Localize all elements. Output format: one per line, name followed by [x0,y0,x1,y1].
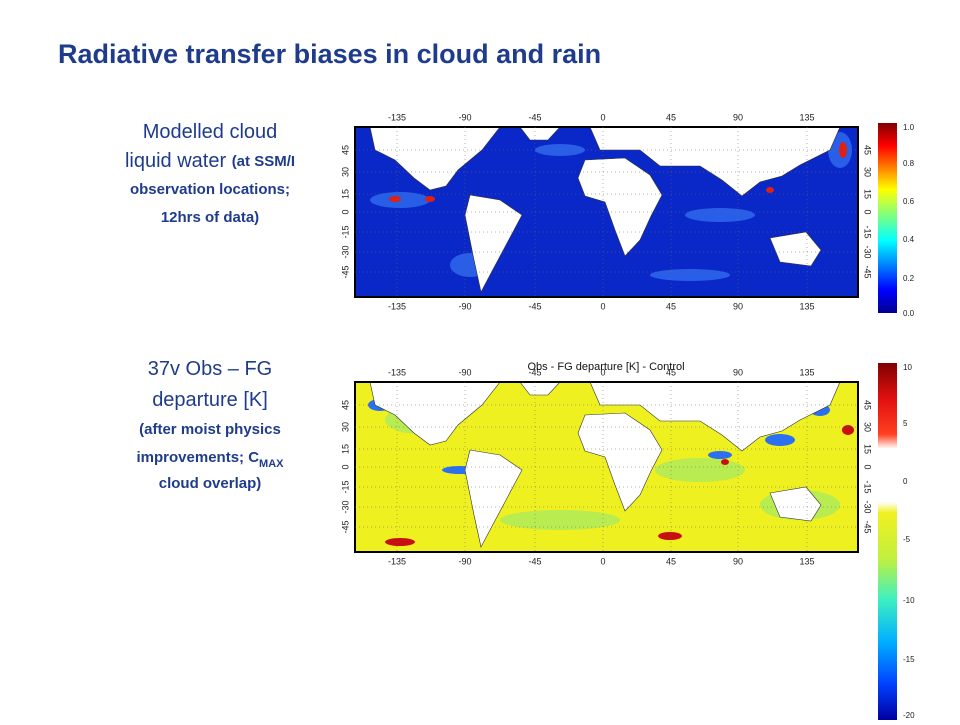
lon-tick-label: 90 [733,556,743,566]
lon-tick-label: 135 [799,301,814,311]
lat-tick-label: -30 [340,245,350,258]
caption-text: MAX [259,458,284,470]
lat-tick-label: 15 [340,444,350,454]
lon-tick-label: -90 [458,301,471,311]
colorbar-label: 1.0 [903,123,915,132]
lat-tick-label: 45 [863,145,873,155]
caption-line: improvements; CMAX [137,449,285,470]
lat-tick-label: 45 [340,400,350,410]
colorbar-label: 0.0 [903,309,915,318]
caption-line: cloud overlap) [159,475,262,492]
caption-text: observation locations; [130,181,290,198]
caption-text: Modelled cloud [143,121,278,143]
lon-tick-label: 45 [666,367,676,377]
caption-line: liquid water (at SSM/I [125,150,295,172]
lat-tick-label: -30 [340,500,350,513]
lon-tick-label: 135 [799,112,814,122]
lat-tick-label: 0 [863,209,873,214]
lon-tick-label: -90 [458,112,471,122]
lat-tick-label: 0 [863,464,873,469]
caption-line: 12hrs of data) [161,209,259,226]
caption-text: improvements; C [137,449,260,466]
lat-tick-label: -30 [863,245,873,258]
lat-tick-label: -45 [340,265,350,278]
lat-tick-label: -15 [340,225,350,238]
lat-tick-label: 30 [863,422,873,432]
caption-text: departure [K] [152,389,268,411]
lat-tick-label: -30 [863,500,873,513]
caption-line: 37v Obs – FG [148,358,273,380]
colorbar-label: -15 [903,655,915,664]
lon-tick-label: -45 [528,556,541,566]
lat-tick-label: 45 [340,145,350,155]
lon-tick-label: 90 [733,112,743,122]
lon-tick-label: 135 [799,367,814,377]
lat-tick-label: -15 [863,225,873,238]
colorbar [878,123,897,313]
lat-tick-label: 15 [863,444,873,454]
lon-tick-label: 0 [600,301,605,311]
colorbar-label: 0.4 [903,235,915,244]
colorbar-label: 0 [903,477,908,486]
caption-text: (after moist physics [139,421,281,438]
lat-tick-label: 15 [340,189,350,199]
lat-tick-label: 30 [340,422,350,432]
colorbar-label: 10 [903,363,912,372]
colorbar-label: 5 [903,419,908,428]
lon-tick-label: -135 [388,367,406,377]
map-title: Obs - FG departure [K] - Control [527,361,684,373]
lon-tick-label: -45 [528,367,541,377]
lat-tick-label: 15 [863,189,873,199]
lat-tick-label: -15 [863,480,873,493]
lon-tick-label: -45 [528,301,541,311]
caption-line: departure [K] [152,389,268,411]
lat-tick-label: 30 [340,167,350,177]
lon-tick-label: -90 [458,556,471,566]
lat-tick-label: -15 [340,480,350,493]
caption-line: observation locations; [130,181,290,198]
lat-tick-label: 45 [863,400,873,410]
lon-tick-label: -135 [388,112,406,122]
lon-tick-label: -135 [388,556,406,566]
map-1 [354,126,859,298]
lon-tick-label: 0 [600,556,605,566]
lon-tick-label: 0 [600,367,605,377]
caption-text: 12hrs of data) [161,209,259,226]
colorbar-label: -10 [903,596,915,605]
caption-text: liquid water [125,150,232,172]
lon-tick-label: 45 [666,112,676,122]
lat-tick-label: 0 [340,209,350,214]
lon-tick-label: -135 [388,301,406,311]
lat-tick-label: -45 [863,265,873,278]
caption-text: 37v Obs – FG [148,358,273,380]
colorbar-label: 0.2 [903,274,915,283]
lon-tick-label: 45 [666,556,676,566]
lon-tick-label: -45 [528,112,541,122]
caption-text: cloud overlap) [159,475,262,492]
colorbar-label: -5 [903,535,911,544]
caption-line: (after moist physics [139,421,281,438]
lat-tick-label: 0 [340,464,350,469]
lon-tick-label: 45 [666,301,676,311]
slide-title: Radiative transfer biases in cloud and r… [58,39,601,69]
lon-tick-label: 0 [600,112,605,122]
colorbar [878,363,897,720]
map-field-high [385,425,854,546]
map-2: Obs - FG departure [K] - Control [354,361,859,553]
caption-text: (at SSM/I [232,153,295,170]
lon-tick-label: 135 [799,556,814,566]
lat-tick-label: 30 [863,167,873,177]
colorbar-label: 0.6 [903,197,915,206]
lon-tick-label: -90 [458,367,471,377]
colorbar-label: 0.8 [903,159,915,168]
lat-tick-label: -45 [340,520,350,533]
lat-tick-label: -45 [863,520,873,533]
colorbar-label: -20 [903,711,915,720]
lon-tick-label: 90 [733,301,743,311]
caption-line: Modelled cloud [143,121,278,143]
lon-tick-label: 90 [733,367,743,377]
